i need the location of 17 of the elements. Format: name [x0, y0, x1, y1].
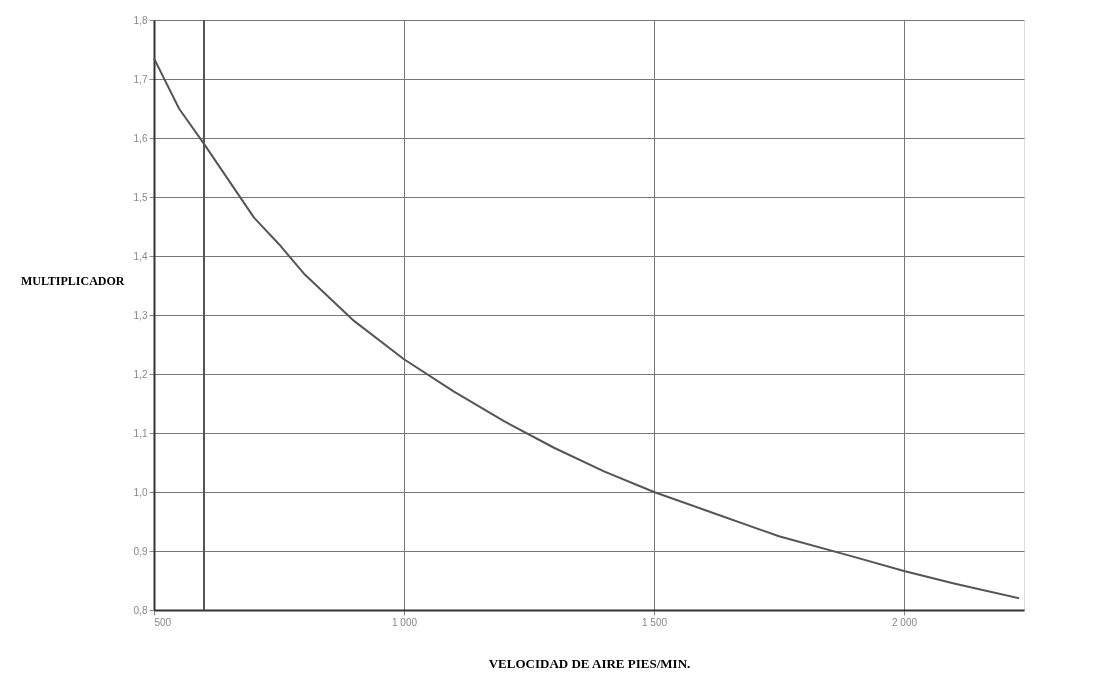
y-tick-label: 1,8 [133, 14, 148, 26]
x-axis-title: VELOCIDAD DE AIRE PIES/MIN. [488, 655, 691, 671]
x-tick-label: 1 500 [641, 616, 668, 628]
y-tick-label: 0,9 [133, 545, 148, 557]
y-tick-label: 1,0 [133, 486, 148, 498]
y-tick-label: 1,3 [133, 309, 148, 321]
y-tick-label: 1,7 [133, 73, 148, 85]
y-tick-label: 1,4 [133, 250, 148, 262]
y-tick-label: 1,1 [133, 427, 148, 439]
y-tick-label: 1,6 [133, 132, 148, 144]
y-axis-title: MULTIPLICADOR [20, 273, 125, 288]
y-tick-label: 1,5 [133, 191, 148, 203]
x-tick-label: 500 [154, 616, 172, 628]
x-tick-label: 1 000 [391, 616, 418, 628]
y-tick-label: 1,2 [133, 368, 148, 380]
y-tick-label: 0,8 [133, 604, 148, 616]
x-tick-label: 2 000 [891, 616, 918, 628]
